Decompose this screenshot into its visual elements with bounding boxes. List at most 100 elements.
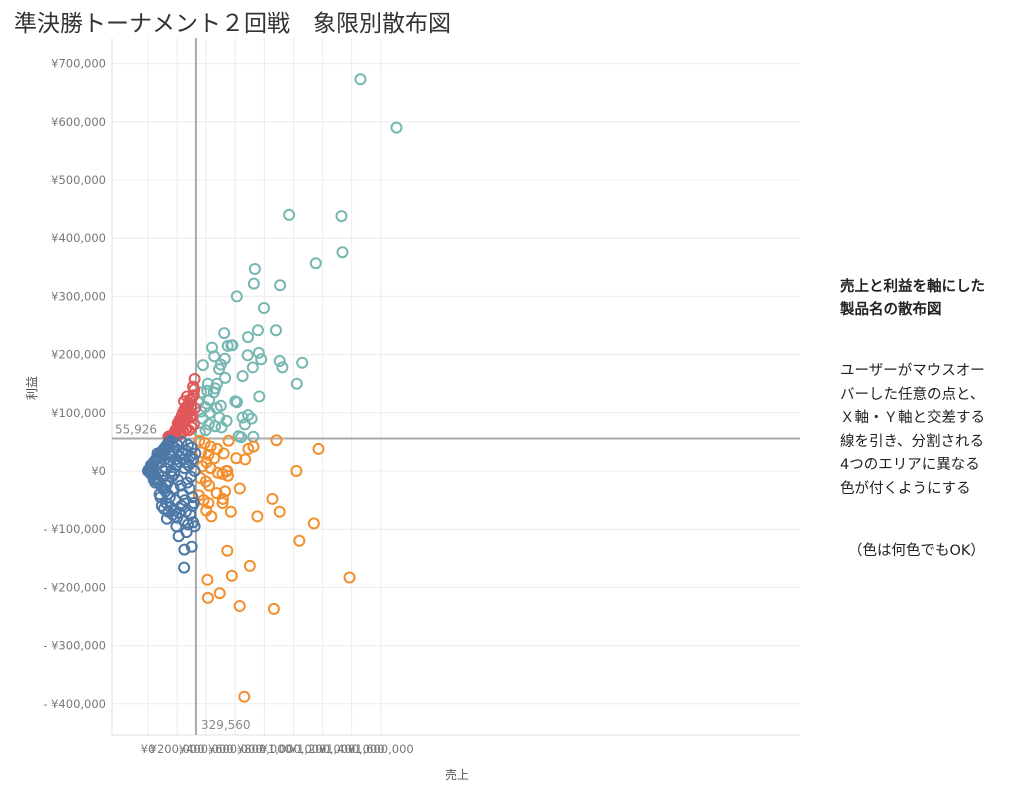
data-point[interactable]	[243, 559, 256, 572]
data-point[interactable]	[226, 339, 239, 352]
data-point[interactable]	[180, 526, 193, 539]
data-point[interactable]	[163, 447, 176, 460]
data-point[interactable]	[258, 302, 270, 314]
data-point[interactable]	[236, 411, 249, 424]
data-point[interactable]	[211, 466, 224, 479]
data-point[interactable]	[354, 73, 367, 86]
data-point[interactable]	[239, 453, 252, 466]
data-point[interactable]	[213, 363, 226, 376]
data-point[interactable]	[187, 389, 200, 402]
data-point[interactable]	[187, 453, 200, 466]
data-point[interactable]	[195, 446, 208, 459]
data-point[interactable]	[267, 602, 280, 615]
data-point[interactable]	[222, 469, 234, 482]
data-points[interactable]	[142, 73, 403, 703]
data-point[interactable]	[307, 517, 320, 530]
data-point[interactable]	[209, 420, 222, 433]
data-point[interactable]	[246, 361, 259, 374]
data-point[interactable]	[274, 279, 287, 292]
data-point[interactable]	[185, 401, 198, 413]
data-point[interactable]	[242, 331, 254, 344]
data-point[interactable]	[266, 492, 279, 505]
data-point[interactable]	[204, 440, 217, 453]
data-point[interactable]	[229, 395, 242, 408]
data-point[interactable]	[248, 263, 261, 275]
data-point[interactable]	[219, 371, 232, 384]
data-point[interactable]	[216, 497, 229, 509]
data-point[interactable]	[154, 491, 167, 504]
data-point[interactable]	[181, 408, 194, 420]
data-point[interactable]	[251, 510, 264, 523]
data-point[interactable]	[215, 421, 228, 434]
data-point[interactable]	[238, 418, 251, 431]
data-point[interactable]	[247, 277, 260, 290]
data-point[interactable]	[201, 377, 214, 390]
data-point[interactable]	[253, 390, 266, 403]
data-point[interactable]	[180, 456, 193, 469]
data-point[interactable]	[217, 447, 230, 460]
data-point[interactable]	[201, 591, 214, 604]
data-point[interactable]	[205, 510, 218, 523]
data-point[interactable]	[203, 479, 216, 492]
data-point[interactable]	[185, 540, 198, 553]
data-point[interactable]	[233, 482, 246, 495]
data-point[interactable]	[273, 505, 286, 518]
data-point[interactable]	[224, 505, 237, 518]
data-point[interactable]	[233, 600, 246, 612]
data-point[interactable]	[252, 324, 264, 337]
data-point[interactable]	[203, 406, 216, 419]
data-point[interactable]	[236, 370, 249, 383]
data-point[interactable]	[187, 380, 200, 393]
data-point[interactable]	[225, 569, 238, 582]
data-point[interactable]	[336, 246, 349, 259]
data-point[interactable]	[199, 424, 212, 437]
data-point[interactable]	[343, 571, 356, 584]
data-point[interactable]	[196, 359, 209, 372]
data-point[interactable]	[201, 573, 214, 586]
data-point[interactable]	[252, 346, 265, 359]
data-point[interactable]	[202, 497, 215, 509]
data-point[interactable]	[160, 512, 173, 525]
data-point[interactable]	[238, 690, 251, 703]
data-point[interactable]	[193, 426, 206, 439]
data-point[interactable]	[235, 431, 248, 444]
data-point[interactable]	[157, 465, 170, 477]
data-point[interactable]	[202, 418, 215, 431]
data-point[interactable]	[221, 544, 234, 557]
data-point[interactable]	[170, 520, 183, 533]
data-point[interactable]	[186, 491, 199, 504]
data-point[interactable]	[296, 356, 309, 369]
data-point[interactable]	[293, 534, 306, 547]
data-point[interactable]	[181, 390, 193, 403]
data-point[interactable]	[335, 210, 348, 223]
data-point[interactable]	[309, 257, 322, 270]
data-point[interactable]	[218, 327, 231, 340]
data-point[interactable]	[178, 543, 191, 556]
data-point[interactable]	[178, 561, 191, 574]
data-point[interactable]	[188, 465, 201, 477]
data-point[interactable]	[167, 482, 180, 495]
data-point[interactable]	[151, 447, 164, 460]
data-point[interactable]	[230, 290, 243, 303]
data-point[interactable]	[165, 465, 178, 477]
data-point[interactable]	[247, 440, 260, 453]
data-point[interactable]	[290, 377, 303, 390]
data-point[interactable]	[390, 121, 403, 134]
data-point[interactable]	[283, 208, 296, 221]
data-point[interactable]	[193, 434, 206, 447]
data-point[interactable]	[144, 459, 157, 472]
data-point[interactable]	[189, 447, 202, 460]
data-point[interactable]	[169, 494, 182, 507]
data-point[interactable]	[273, 355, 286, 367]
data-point[interactable]	[290, 465, 303, 477]
data-point[interactable]	[270, 324, 282, 337]
data-point[interactable]	[213, 587, 226, 600]
data-point[interactable]	[247, 430, 260, 443]
data-point[interactable]	[177, 411, 190, 424]
data-point[interactable]	[241, 349, 254, 362]
data-point[interactable]	[222, 434, 235, 447]
data-point[interactable]	[219, 485, 232, 498]
data-point[interactable]	[188, 520, 201, 533]
data-point[interactable]	[276, 361, 289, 374]
